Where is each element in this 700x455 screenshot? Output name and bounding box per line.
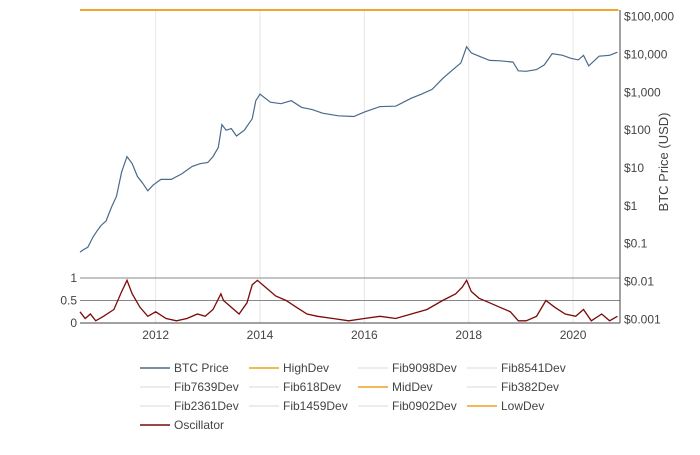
y-tick-label: $10	[624, 161, 644, 175]
legend-label: Fib8541Dev	[501, 361, 566, 375]
legend-item[interactable]: Oscillator	[140, 418, 224, 432]
y-tick-label: $1	[624, 199, 638, 213]
legend-item[interactable]: LowDev	[467, 399, 544, 413]
price-layer	[79, 45, 618, 253]
oscillator-layer	[79, 278, 618, 322]
y-axis-title: BTC Price (USD)	[656, 113, 671, 212]
legend-item[interactable]: Fib8541Dev	[467, 361, 566, 375]
osc-tick-label: 0	[70, 316, 77, 330]
legend-label: HighDev	[283, 361, 329, 375]
legend: BTC Price HighDev Fib9098Dev Fib8541Dev Fib7…	[140, 361, 566, 432]
legend-label: Fib382Dev	[501, 380, 559, 394]
y-tick-label: $0.001	[624, 312, 661, 326]
x-tick-label: 2014	[247, 328, 274, 342]
y-tick-label: $0.01	[624, 274, 654, 288]
legend-item[interactable]: Fib2361Dev	[140, 399, 239, 413]
grid-layer	[80, 10, 620, 323]
legend-item[interactable]: HighDev	[249, 361, 329, 375]
legend-item[interactable]: Fib7639Dev	[140, 380, 239, 394]
legend-item[interactable]: BTC Price	[140, 361, 229, 375]
legend-item[interactable]: Fib382Dev	[467, 380, 559, 394]
legend-label: Fib2361Dev	[174, 399, 239, 413]
y-tick-label: $10,000	[624, 47, 668, 61]
x-tick-label: 2018	[455, 328, 482, 342]
y-tick-label: $1,000	[624, 85, 661, 99]
x-tick-label: 2016	[351, 328, 378, 342]
series-oscillator	[79, 278, 618, 322]
osc-tick-label: 0.5	[60, 294, 77, 308]
series-btc-price	[79, 45, 618, 253]
y-tick-label: $100,000	[624, 10, 674, 24]
legend-item[interactable]: Fib9098Dev	[358, 361, 457, 375]
legend-item[interactable]: Fib618Dev	[249, 380, 341, 394]
legend-item[interactable]: Fib0902Dev	[358, 399, 457, 413]
legend-label: MidDev	[392, 380, 433, 394]
y-tick-label: $0.1	[624, 237, 648, 251]
legend-label: Fib9098Dev	[392, 361, 457, 375]
legend-item[interactable]: Fib1459Dev	[249, 399, 348, 413]
legend-item[interactable]: MidDev	[358, 380, 433, 394]
legend-label: Fib1459Dev	[283, 399, 348, 413]
osc-tick-label: 1	[70, 271, 77, 285]
legend-label: Fib0902Dev	[392, 399, 457, 413]
x-tick-label: 2020	[560, 328, 587, 342]
legend-label: Oscillator	[174, 418, 224, 432]
legend-label: Fib618Dev	[283, 380, 341, 394]
axis-layer: 2012 2014 2016 2018 2020 $100,000 $10,000 $1,00…	[60, 10, 674, 342]
legend-label: Fib7639Dev	[174, 380, 239, 394]
legend-label: BTC Price	[174, 361, 229, 375]
x-tick-label: 2012	[142, 328, 169, 342]
y-tick-label: $100	[624, 123, 651, 137]
legend-label: LowDev	[501, 399, 544, 413]
